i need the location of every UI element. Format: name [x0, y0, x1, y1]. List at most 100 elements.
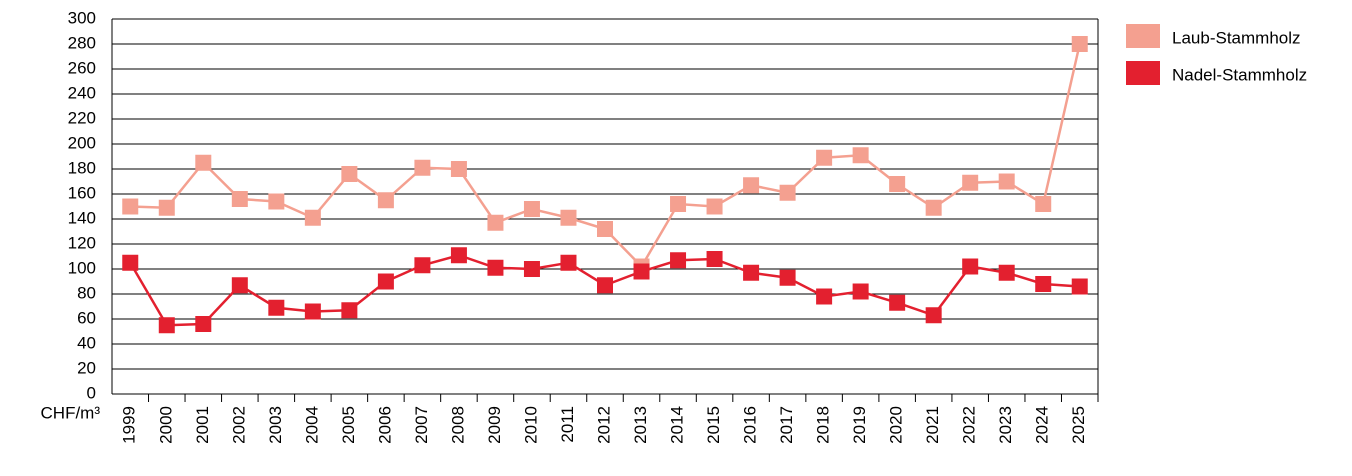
data-point: [779, 269, 796, 286]
data-point: [560, 254, 577, 271]
x-tick-label: 2024: [1033, 406, 1052, 444]
data-point: [414, 159, 431, 176]
data-point: [268, 299, 285, 316]
data-point: [158, 199, 175, 216]
y-tick-label: 120: [68, 233, 96, 252]
data-point: [889, 294, 906, 311]
data-point: [779, 184, 796, 201]
data-point: [743, 177, 760, 194]
x-tick-label: 2005: [339, 406, 358, 444]
data-point: [122, 254, 139, 271]
y-tick-label: 180: [68, 158, 96, 177]
y-unit-label: CHF/m³: [41, 403, 101, 422]
data-point: [633, 263, 650, 280]
x-tick-label: 2001: [193, 406, 212, 444]
data-point: [962, 258, 979, 275]
y-tick-label: 200: [68, 133, 96, 152]
data-point: [1071, 278, 1088, 295]
data-point: [195, 316, 212, 332]
data-point: [231, 191, 248, 207]
data-point: [560, 209, 577, 226]
data-point: [122, 198, 139, 215]
y-tick-label: 80: [77, 283, 96, 302]
x-tick-label: 2014: [668, 406, 687, 444]
data-point: [377, 192, 394, 209]
x-tick-label: 2011: [558, 406, 577, 443]
x-tick-label: 2007: [412, 406, 431, 444]
x-tick-label: 2019: [850, 406, 869, 444]
data-point: [523, 261, 540, 277]
data-point: [670, 252, 687, 269]
data-point: [1071, 36, 1088, 52]
y-tick-label: 160: [68, 183, 96, 202]
data-point: [816, 149, 833, 166]
data-point: [231, 277, 248, 294]
x-tick-label: 2010: [521, 406, 540, 444]
x-tick-label: 2003: [266, 406, 285, 444]
data-point: [925, 199, 942, 216]
data-point: [743, 264, 760, 281]
y-tick-label: 300: [68, 8, 96, 27]
legend-swatch: [1126, 61, 1160, 85]
data-point: [998, 173, 1015, 190]
x-tick-label: 2020: [887, 406, 906, 444]
data-point: [852, 283, 869, 300]
data-point: [597, 277, 613, 294]
data-point: [304, 303, 321, 320]
y-tick-label: 60: [77, 308, 96, 327]
x-tick-label: 2023: [996, 406, 1015, 444]
y-tick-label: 140: [68, 208, 96, 227]
data-point: [487, 259, 504, 276]
data-point: [450, 161, 467, 177]
data-point: [889, 176, 906, 192]
data-point: [670, 196, 687, 212]
data-point: [414, 257, 431, 274]
x-tick-label: 2021: [923, 406, 942, 444]
x-tick-label: 2025: [1069, 406, 1088, 444]
data-point: [268, 193, 285, 210]
x-tick-label: 2016: [741, 406, 760, 444]
data-point: [1035, 276, 1052, 292]
y-tick-label: 0: [87, 383, 96, 402]
data-point: [450, 247, 467, 264]
data-point: [487, 214, 504, 231]
y-tick-label: 240: [68, 83, 96, 102]
x-tick-label: 2013: [631, 406, 650, 444]
x-tick-label: 2006: [375, 406, 394, 444]
data-point: [341, 302, 358, 319]
y-tick-label: 260: [68, 58, 96, 77]
legend-label: Nadel-Stammholz: [1172, 65, 1307, 84]
y-tick-label: 20: [77, 358, 96, 377]
x-tick-label: 2022: [960, 406, 979, 444]
data-point: [597, 221, 613, 237]
x-tick-label: 2002: [229, 406, 248, 444]
x-tick-label: 2015: [704, 406, 723, 444]
x-tick-label: 2008: [448, 406, 467, 444]
data-point: [341, 166, 358, 182]
y-tick-label: 220: [68, 108, 96, 127]
data-point: [1035, 196, 1052, 212]
data-point: [962, 174, 979, 191]
data-point: [377, 273, 394, 290]
legend-swatch: [1126, 24, 1160, 48]
x-tick-label: 2012: [594, 406, 613, 444]
y-tick-label: 40: [77, 333, 96, 352]
x-tick-label: 2004: [302, 406, 321, 444]
y-tick-label: 100: [68, 258, 96, 277]
x-tick-label: 2017: [777, 406, 796, 444]
x-tick-label: 2009: [485, 406, 504, 444]
x-tick-label: 2018: [814, 406, 833, 444]
data-point: [158, 317, 175, 334]
x-tick-label: 2000: [156, 406, 175, 444]
data-point: [706, 198, 723, 215]
y-tick-label: 280: [68, 33, 96, 52]
data-point: [816, 288, 833, 305]
data-point: [925, 307, 942, 324]
data-point: [304, 209, 321, 226]
legend-label: Laub-Stammholz: [1172, 28, 1301, 47]
data-point: [523, 201, 540, 217]
x-tick-label: 1999: [120, 406, 139, 444]
data-point: [706, 251, 723, 267]
data-point: [195, 154, 212, 171]
